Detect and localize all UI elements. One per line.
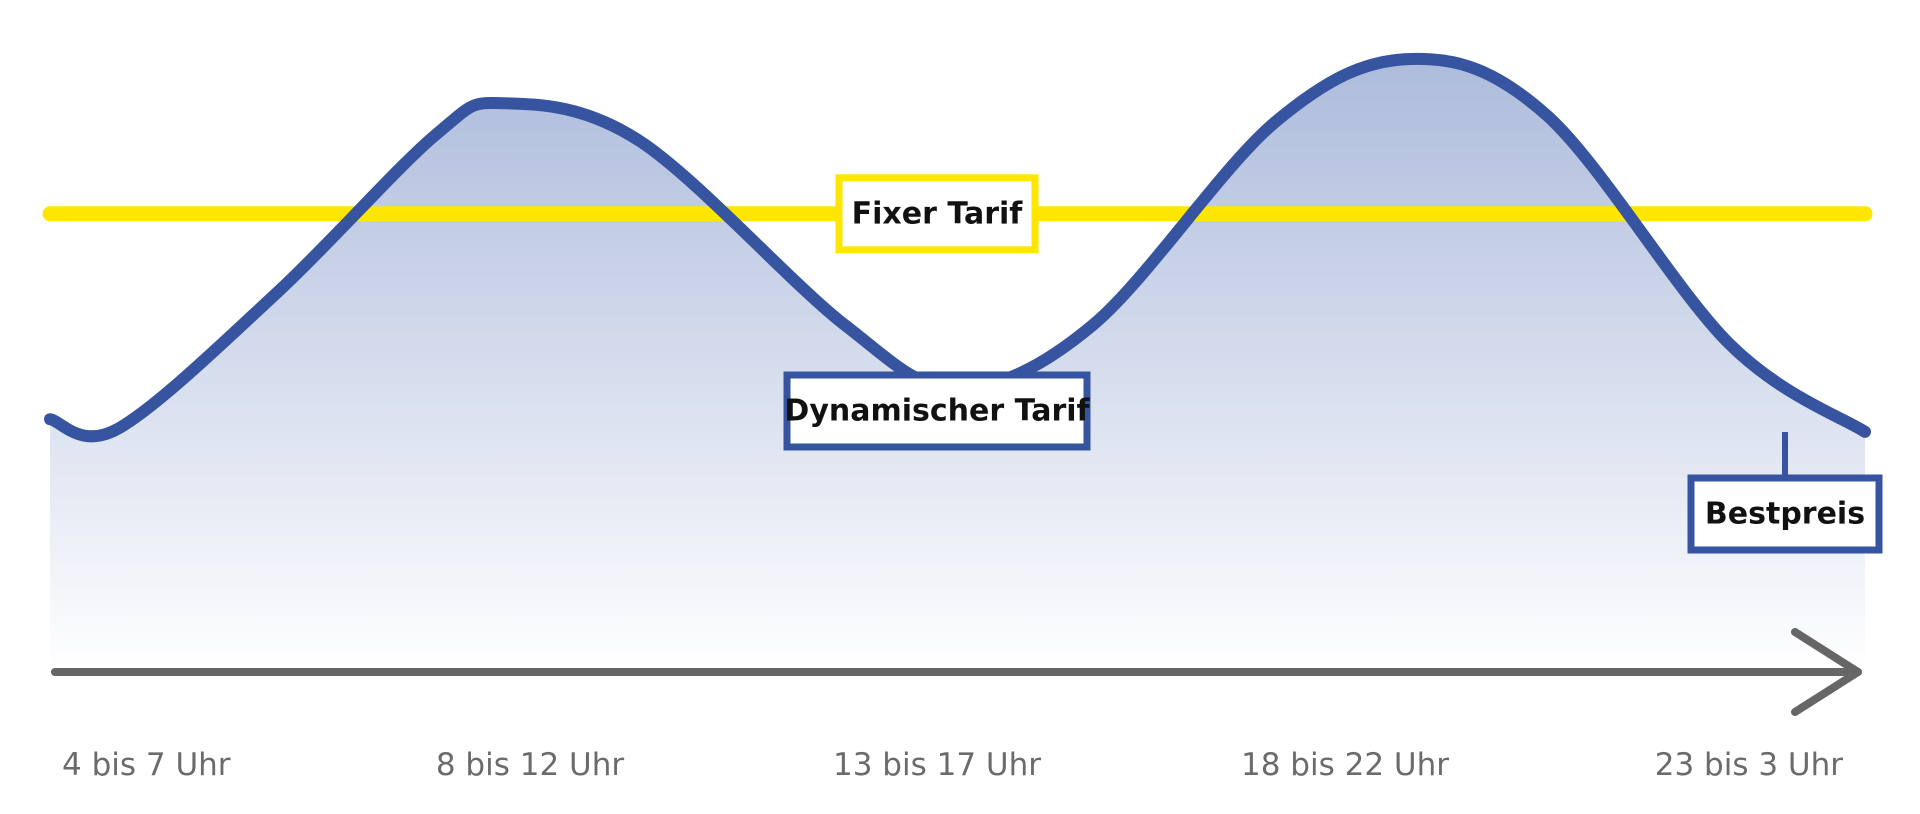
x-tick-label: 18 bis 22 Uhr xyxy=(1241,747,1449,783)
x-tick-label: 8 bis 12 Uhr xyxy=(436,747,625,783)
bestpreis-box xyxy=(1687,474,1883,554)
x-tick-label: 13 bis 17 Uhr xyxy=(833,747,1041,783)
fixed-tariff-label-box: Fixer Tarif xyxy=(835,174,1039,254)
x-tick-labels: 4 bis 7 Uhr 8 bis 12 Uhr 13 bis 17 Uhr 1… xyxy=(62,747,1843,783)
fixed-tariff-label: Fixer Tarif xyxy=(852,196,1024,231)
bestpreis-label-box: Bestpreis xyxy=(1687,474,1883,554)
dynamic-tariff-area xyxy=(50,58,1865,673)
dynamic-tariff-label: Dynamischer Tarif xyxy=(784,394,1090,429)
dynamic-tariff-label-box: Dynamischer Tarif xyxy=(783,371,1091,451)
x-axis-arrow-icon xyxy=(1791,628,1862,716)
fixed-tariff-box xyxy=(835,174,1039,254)
x-axis xyxy=(51,628,1862,716)
dynamic-tariff-box xyxy=(783,371,1091,451)
x-tick-label: 23 bis 3 Uhr xyxy=(1655,747,1844,783)
x-tick-label: 4 bis 7 Uhr xyxy=(62,747,231,783)
bestpreis-label: Bestpreis xyxy=(1705,497,1865,532)
